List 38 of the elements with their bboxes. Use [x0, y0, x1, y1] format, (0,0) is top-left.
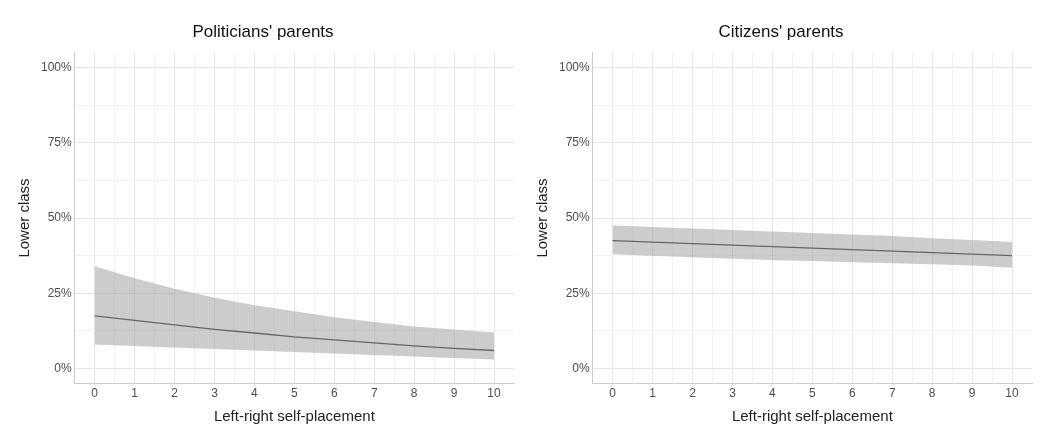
- x-tick-label: 9: [968, 386, 976, 401]
- x-tick-label: 3: [729, 386, 737, 401]
- x-tick-label: 6: [330, 386, 338, 401]
- x-axis-title: Left-right self-placement: [731, 407, 894, 425]
- x-tick-label: 7: [888, 386, 896, 401]
- x-tick-label: 5: [809, 386, 816, 401]
- chart-title: Politicians' parents: [192, 21, 334, 41]
- y-tick-label: 25%: [47, 285, 73, 300]
- y-tick-label: 0%: [572, 360, 591, 375]
- x-tick-label: 0: [609, 386, 617, 401]
- y-tick-label: 75%: [47, 135, 73, 150]
- y-tick-label: 50%: [565, 210, 591, 225]
- x-tick-label: 3: [211, 386, 219, 401]
- x-tick-label: 2: [171, 386, 179, 401]
- x-tick-label: 0: [91, 386, 99, 401]
- y-tick-label: 75%: [565, 135, 591, 150]
- y-axis-title: Lower class: [533, 178, 551, 258]
- x-tick-label: 1: [649, 386, 657, 401]
- y-tick-label: 25%: [565, 285, 591, 300]
- x-tick-label: 7: [370, 386, 378, 401]
- x-tick-label: 10: [1005, 386, 1020, 401]
- y-tick-label: 0%: [54, 360, 73, 375]
- y-tick-label: 100%: [40, 59, 73, 74]
- y-axis-title: Lower class: [15, 178, 33, 258]
- x-tick-label: 5: [291, 386, 298, 401]
- x-axis-title: Left-right self-placement: [213, 407, 376, 425]
- x-tick-label: 8: [928, 386, 936, 401]
- x-tick-label: 8: [410, 386, 418, 401]
- x-tick-label: 4: [769, 386, 777, 401]
- x-tick-label: 2: [689, 386, 697, 401]
- x-tick-label: 4: [251, 386, 259, 401]
- y-tick-label: 50%: [47, 210, 73, 225]
- x-tick-label: 6: [848, 386, 856, 401]
- x-tick-label: 1: [131, 386, 139, 401]
- chart-title: Citizens' parents: [718, 21, 844, 41]
- y-tick-label: 100%: [558, 59, 591, 74]
- x-tick-label: 10: [487, 386, 502, 401]
- x-tick-label: 9: [450, 386, 458, 401]
